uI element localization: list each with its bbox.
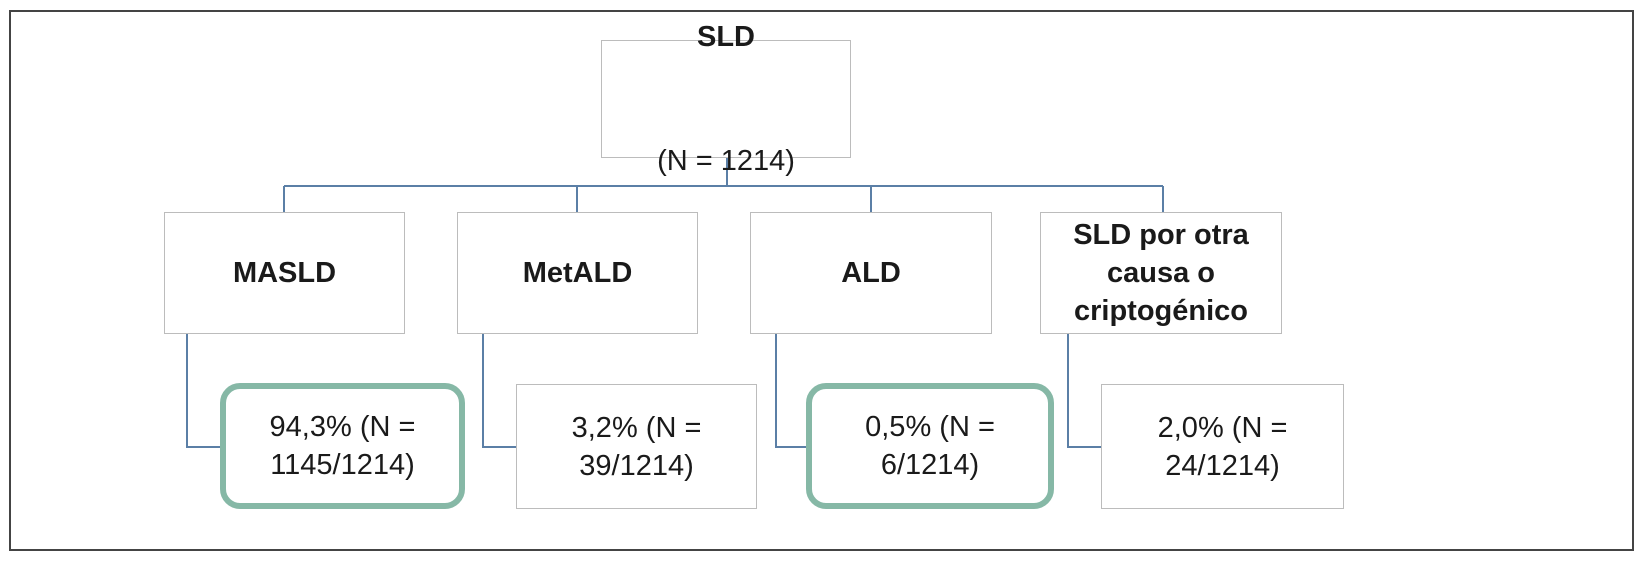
category-label: MASLD	[232, 257, 337, 289]
result-node-masld: 94,3% (N = 1145/1214)	[220, 383, 465, 509]
connector-metald-result	[482, 334, 518, 448]
root-title: SLD	[696, 21, 755, 53]
result-value: 0,5% (N = 6/1214)	[865, 411, 995, 481]
result-value: 94,3% (N = 1145/1214)	[269, 411, 416, 481]
result-value: 2,0% (N = 24/1214)	[1157, 411, 1288, 482]
result-node-ald: 0,5% (N = 6/1214)	[806, 383, 1054, 509]
connector-masld-result	[186, 334, 222, 448]
root-node-sld: SLD (N = 1214)	[601, 21, 851, 177]
connector-other-result	[1067, 334, 1104, 448]
root-count: (N = 1214)	[657, 145, 795, 177]
category-label: MetALD	[522, 257, 633, 289]
result-node-metald: 3,2% (N = 39/1214)	[516, 384, 757, 509]
category-label: ALD	[841, 257, 901, 289]
category-label: SLD por otra causa o criptogénico	[1073, 219, 1249, 327]
category-node-other: SLD por otra causa o criptogénico	[1040, 212, 1282, 334]
connector-ald-result	[775, 334, 810, 448]
category-node-masld: MASLD	[164, 212, 405, 334]
result-node-other: 2,0% (N = 24/1214)	[1101, 384, 1344, 509]
category-node-metald: MetALD	[457, 212, 698, 334]
category-node-ald: ALD	[750, 212, 992, 334]
result-value: 3,2% (N = 39/1214)	[571, 411, 702, 482]
